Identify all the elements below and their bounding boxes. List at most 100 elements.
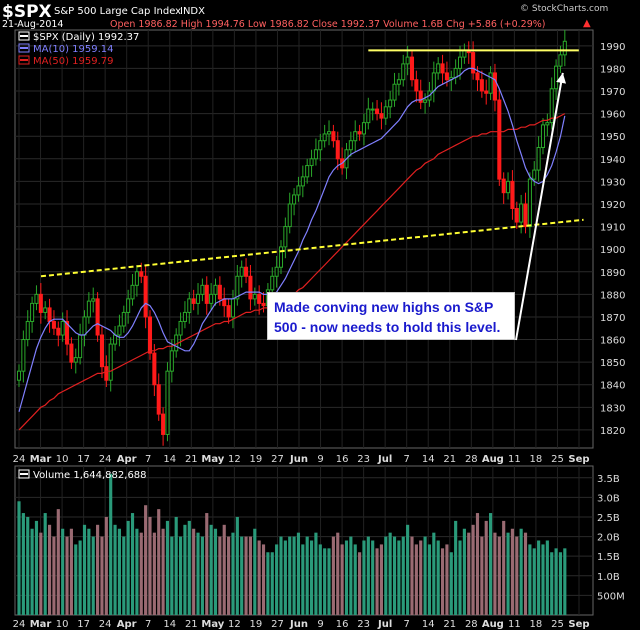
change-marker-icon: ▲ bbox=[583, 18, 591, 29]
volume-tick-label: 500M bbox=[597, 591, 625, 602]
volume-x-tick-label: Sep bbox=[568, 619, 589, 630]
volume-bar bbox=[454, 520, 458, 615]
volume-bar bbox=[366, 536, 370, 615]
volume-bar bbox=[497, 536, 501, 615]
volume-bar bbox=[174, 516, 178, 615]
x-tick-label: 7 bbox=[404, 454, 410, 465]
candle-body bbox=[65, 320, 70, 345]
candle-body bbox=[195, 293, 201, 304]
volume-bar bbox=[296, 532, 301, 615]
volume-bar bbox=[506, 532, 510, 615]
volume-bar bbox=[65, 536, 69, 615]
volume-bar bbox=[462, 528, 466, 615]
candle-body bbox=[536, 146, 541, 171]
candle-body bbox=[326, 131, 332, 135]
volume-bar bbox=[344, 540, 349, 615]
price-tick-label: 1970 bbox=[600, 87, 625, 98]
volume-bar bbox=[523, 532, 528, 615]
legend-entry: $SPX (Daily) 1992.37 bbox=[33, 32, 139, 43]
x-tick-label: 14 bbox=[163, 454, 176, 465]
x-tick-label: 25 bbox=[551, 454, 564, 465]
candle-body bbox=[388, 99, 393, 108]
ma10-line bbox=[18, 67, 566, 412]
volume-bar bbox=[205, 513, 209, 615]
volume-bar bbox=[178, 536, 183, 615]
candle-body bbox=[252, 293, 257, 300]
volume-bar bbox=[414, 544, 418, 615]
volume-bar bbox=[410, 536, 414, 615]
candle-body bbox=[313, 149, 318, 160]
legend-entry: MA(50) 1959.79 bbox=[33, 56, 114, 67]
volume-bar bbox=[515, 536, 519, 615]
candle-body bbox=[152, 352, 157, 386]
x-tick-label: 17 bbox=[77, 454, 90, 465]
candle-body bbox=[130, 284, 135, 300]
volume-bar bbox=[196, 532, 200, 615]
candle-body bbox=[99, 334, 104, 368]
candle-body bbox=[60, 320, 65, 336]
candle-body bbox=[248, 275, 253, 300]
volume-bar bbox=[213, 528, 218, 615]
volume-bar bbox=[563, 548, 567, 615]
volume-bar bbox=[401, 536, 405, 615]
candle-body bbox=[34, 293, 39, 304]
volume-x-tick-label: 18 bbox=[530, 619, 543, 630]
candle-body bbox=[471, 52, 476, 74]
volume-bar bbox=[130, 513, 135, 615]
volume-bar bbox=[47, 524, 52, 615]
price-tick-label: 1890 bbox=[600, 268, 625, 279]
candle-body bbox=[38, 293, 43, 313]
volume-bar bbox=[458, 540, 462, 615]
volume-bar bbox=[104, 516, 108, 615]
x-tick-label: 18 bbox=[530, 454, 543, 465]
annotation-line-2: 500 - now needs to hold this level. bbox=[274, 319, 501, 335]
candle-body bbox=[244, 266, 249, 277]
candle-body bbox=[357, 131, 362, 135]
volume-bar bbox=[388, 532, 392, 615]
candle-body bbox=[366, 108, 371, 124]
candle-body bbox=[104, 366, 109, 381]
price-tick-label: 1900 bbox=[600, 245, 625, 256]
volume-x-tick-label: Aug bbox=[482, 619, 504, 630]
volume-bar bbox=[283, 540, 287, 615]
index-name: S&P 500 Large Cap Index bbox=[54, 6, 182, 17]
volume-bars bbox=[17, 473, 567, 615]
candle-body bbox=[73, 357, 78, 363]
x-tick-label: Jul bbox=[377, 454, 392, 465]
price-tick-label: 1920 bbox=[600, 200, 625, 211]
x-tick-label: 7 bbox=[145, 454, 151, 465]
candle-body bbox=[519, 203, 524, 223]
x-tick-label: 28 bbox=[465, 454, 478, 465]
candle-body bbox=[300, 176, 305, 187]
candle-body bbox=[353, 131, 358, 142]
volume-bar bbox=[200, 536, 204, 615]
volume-bar bbox=[419, 540, 423, 615]
volume-x-tick-label: 19 bbox=[250, 619, 263, 630]
candle-body bbox=[78, 334, 83, 359]
candle-body bbox=[558, 54, 563, 67]
candle-body bbox=[431, 72, 436, 92]
candle-body bbox=[182, 311, 187, 322]
volume-bar bbox=[52, 536, 56, 615]
volume-x-tick-label: 10 bbox=[56, 619, 69, 630]
volume-bar bbox=[397, 540, 401, 615]
volume-bar bbox=[183, 524, 187, 615]
volume-bar bbox=[467, 532, 471, 615]
candle-body bbox=[335, 140, 340, 160]
candle-body bbox=[108, 343, 113, 381]
volume-bar bbox=[480, 536, 484, 615]
volume-bar bbox=[126, 520, 130, 615]
volume-bar bbox=[502, 520, 506, 615]
legend-swatch bbox=[18, 55, 30, 65]
price-x-tick-labels: 24 Mar 10 17 24 Apr 7 14 21 May 12 19 27 Jun 9 16 23 Jul 7… bbox=[13, 454, 590, 465]
volume-legend-swatch bbox=[18, 469, 30, 479]
volume-bar bbox=[275, 544, 279, 615]
volume-bar bbox=[26, 516, 30, 615]
candle-body bbox=[178, 320, 183, 336]
price-tick-label: 1950 bbox=[600, 132, 625, 143]
volume-bar bbox=[362, 540, 366, 615]
volume-bar bbox=[436, 540, 440, 615]
candle-body bbox=[523, 203, 528, 228]
candle-body bbox=[143, 275, 148, 318]
